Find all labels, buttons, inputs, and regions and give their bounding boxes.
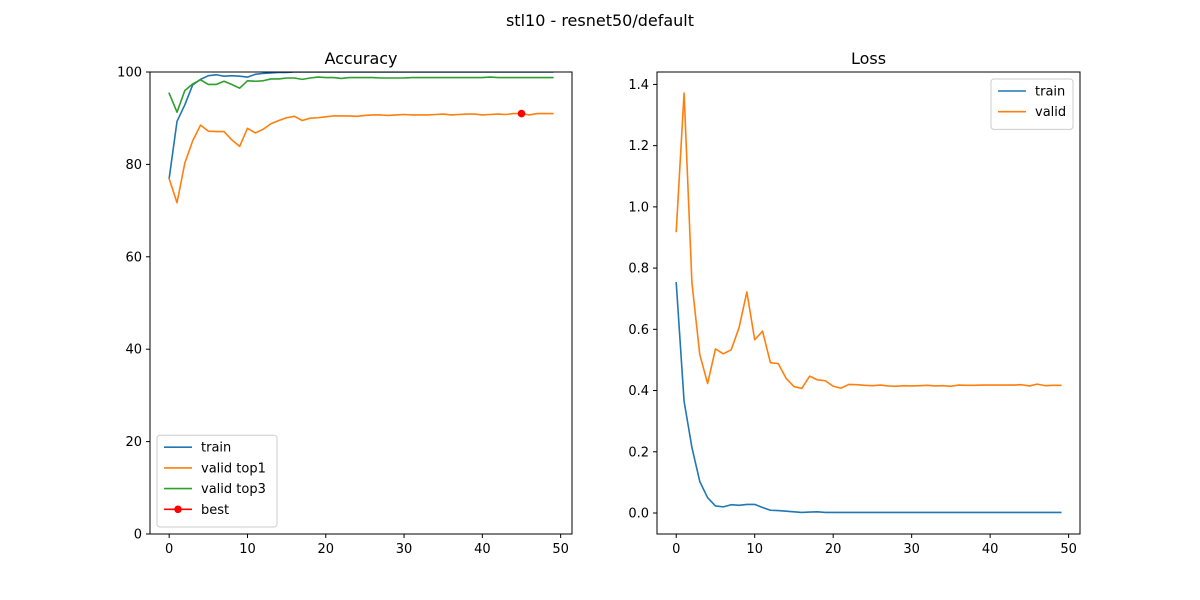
loss-ytick-label: 1.0 bbox=[628, 200, 649, 215]
loss-ytick-label: 1.4 bbox=[628, 78, 649, 93]
accuracy-xtick-label: 50 bbox=[552, 542, 569, 557]
loss-ytick-label: 0.6 bbox=[628, 323, 649, 338]
loss-chart-title: Loss bbox=[851, 49, 886, 68]
loss-xtick-label: 40 bbox=[982, 542, 999, 557]
accuracy-legend: train valid top1 valid top3 best bbox=[156, 434, 278, 528]
loss-ytick-label: 1.2 bbox=[628, 139, 649, 154]
loss-ytick-label: 0.0 bbox=[628, 507, 649, 522]
loss-chart: Loss 0 10 20 30 40 50 0.0 0.2 0.4 0.6 0.8 1.0 1.2 1.4… bbox=[628, 49, 1081, 557]
accuracy-axes-frame bbox=[149, 71, 573, 535]
accuracy-legend-box bbox=[156, 434, 278, 528]
loss-series-valid bbox=[675, 92, 1062, 390]
accuracy-series-valid-top1 bbox=[168, 112, 554, 204]
accuracy-marker-best bbox=[517, 109, 526, 118]
accuracy-ytick-label: 100 bbox=[117, 66, 142, 81]
loss-ytick-label: 0.8 bbox=[628, 262, 649, 277]
loss-series-train bbox=[675, 281, 1062, 514]
accuracy-chart-title: Accuracy bbox=[324, 49, 397, 68]
accuracy-ytick-label: 40 bbox=[125, 343, 142, 358]
accuracy-legend-marker-best bbox=[174, 505, 182, 514]
loss-xtick-label: 50 bbox=[1060, 542, 1077, 557]
loss-xtick-label: 30 bbox=[903, 542, 920, 557]
accuracy-ytick-label: 80 bbox=[125, 158, 142, 173]
accuracy-chart: Accuracy 0 10 20 30 40 50 0 20 40 60 80 100 train val… bbox=[117, 49, 573, 557]
accuracy-ytick-label: 60 bbox=[125, 250, 142, 265]
loss-ytick-label: 0.4 bbox=[628, 384, 649, 399]
loss-plot-area bbox=[675, 92, 1062, 514]
accuracy-xtick-label: 30 bbox=[396, 542, 413, 557]
loss-ytick-label: 0.2 bbox=[628, 445, 649, 460]
loss-xtick-label: 0 bbox=[672, 542, 680, 557]
accuracy-legend-label-best: best bbox=[201, 503, 229, 518]
accuracy-xtick-label: 40 bbox=[474, 542, 491, 557]
accuracy-ytick-label: 20 bbox=[125, 435, 142, 450]
accuracy-xtick-label: 20 bbox=[317, 542, 334, 557]
accuracy-xtick-label: 0 bbox=[165, 542, 173, 557]
accuracy-ytick-label: 0 bbox=[134, 528, 142, 543]
accuracy-legend-label-valid-top1: valid top1 bbox=[201, 461, 266, 476]
loss-xtick-label: 20 bbox=[825, 542, 842, 557]
accuracy-series-train bbox=[168, 72, 554, 180]
accuracy-legend-label-train: train bbox=[201, 441, 231, 456]
loss-xtick-label: 10 bbox=[746, 542, 763, 557]
accuracy-legend-label-valid-top3: valid top3 bbox=[201, 482, 266, 497]
loss-legend-label-train: train bbox=[1035, 85, 1065, 100]
accuracy-series-valid-top3 bbox=[168, 76, 554, 113]
accuracy-plot-area bbox=[168, 72, 554, 204]
loss-axes-frame bbox=[656, 71, 1081, 535]
loss-legend: train valid bbox=[990, 78, 1074, 130]
accuracy-xtick-label: 10 bbox=[239, 542, 256, 557]
figure-title: stl10 - resnet50/default bbox=[506, 11, 694, 30]
loss-legend-label-valid: valid bbox=[1035, 105, 1066, 120]
